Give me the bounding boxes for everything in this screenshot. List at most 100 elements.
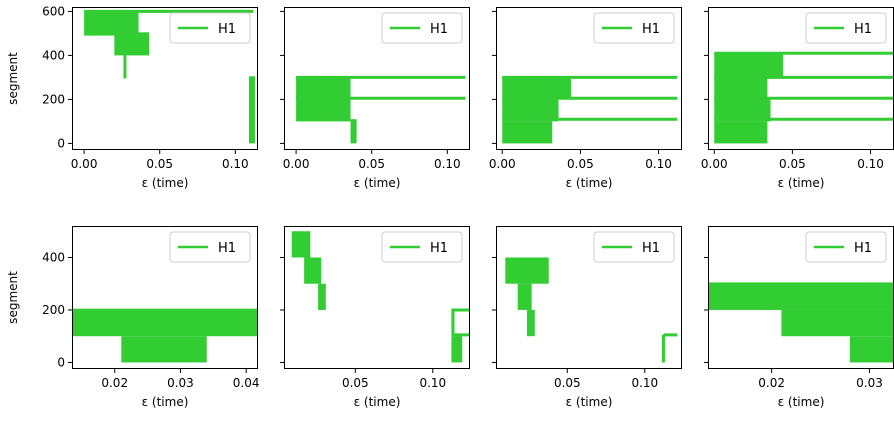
axes-frame	[496, 226, 682, 369]
y-tick-label: 600	[42, 4, 65, 18]
x-tick-label: 0.10	[419, 376, 446, 390]
legend: H1	[169, 231, 251, 263]
x-tick-label: 0.05	[358, 157, 385, 171]
panel-8: 0.02 0.03 ε (time) H1	[704, 226, 894, 409]
filled-region	[714, 121, 768, 144]
y-axis-label: segment	[6, 52, 20, 105]
legend-box	[381, 12, 463, 44]
axes-frame	[284, 226, 470, 369]
x-tick-label: 0.05	[779, 157, 806, 171]
x-tick-label: 0.00	[701, 157, 728, 171]
panel-6: 0.05 0.10 ε (time) H1	[280, 226, 470, 409]
y-tick-label: 400	[42, 250, 65, 264]
x-tick-label: 0.00	[71, 157, 98, 171]
legend: H1	[381, 12, 463, 44]
filled-region	[350, 119, 357, 144]
y-tick-label: 0	[57, 136, 65, 150]
legend-label: H1	[854, 22, 872, 37]
plot-area	[502, 75, 678, 144]
legend-box	[805, 12, 887, 44]
legend-box	[169, 12, 251, 44]
y-axis-label: segment	[6, 271, 20, 324]
legend-label: H1	[218, 22, 236, 37]
filled-region	[502, 99, 559, 122]
x-tick-label: 0.10	[857, 157, 884, 171]
filled-region	[84, 11, 139, 36]
x-axis-label: ε (time)	[142, 395, 189, 409]
x-axis-label: ε (time)	[778, 395, 825, 409]
panel-5: 0.02 0.03 0.04 0 200 400 ε (time) segment H1	[6, 226, 260, 409]
plot-area	[291, 231, 470, 363]
legend-box	[169, 231, 251, 263]
y-tick-label: 200	[42, 303, 65, 317]
panel-1: 0.00 0.05 0.10 0 200 400 600 ε (time) segment H1	[6, 4, 258, 190]
filled-region	[502, 76, 572, 100]
x-tick-label: 0.03	[856, 376, 883, 390]
x-tick-label: 0.00	[489, 157, 516, 171]
filled-region	[451, 336, 463, 363]
axes-frame	[72, 7, 258, 150]
legend-label: H1	[642, 241, 660, 256]
plot-area	[72, 308, 258, 363]
legend: H1	[805, 12, 887, 44]
legend-box	[381, 231, 463, 263]
plot-area	[296, 75, 466, 144]
panel-4: 0.00 0.05 0.10 ε (time) H1	[701, 7, 894, 190]
x-axis-label: ε (time)	[566, 395, 613, 409]
legend-label: H1	[218, 241, 236, 256]
x-axis-label: ε (time)	[354, 395, 401, 409]
axes-frame	[496, 7, 682, 150]
x-tick-label: 0.00	[283, 157, 310, 171]
legend-label: H1	[642, 22, 660, 37]
x-axis-label: ε (time)	[566, 176, 613, 190]
y-tick-label: 200	[42, 92, 65, 106]
x-tick-label: 0.10	[631, 376, 658, 390]
plot-area	[505, 257, 678, 363]
legend-label: H1	[854, 241, 872, 256]
x-tick-label: 0.05	[554, 376, 581, 390]
filled-region	[708, 282, 894, 310]
legend-label: H1	[430, 22, 448, 37]
x-tick-label: 0.10	[645, 157, 672, 171]
filled-region	[849, 336, 894, 363]
x-tick-label: 0.05	[567, 157, 594, 171]
filled-region	[502, 121, 553, 144]
x-axis-label: ε (time)	[778, 176, 825, 190]
filled-region	[714, 77, 768, 100]
filled-region	[781, 309, 894, 337]
filled-region	[291, 231, 311, 258]
filled-region	[714, 53, 784, 78]
filled-region	[248, 76, 255, 144]
legend: H1	[593, 12, 675, 44]
legend-box	[805, 231, 887, 263]
plot-area	[84, 9, 255, 144]
filled-region	[505, 257, 549, 284]
legend-label: H1	[430, 241, 448, 256]
filled-region	[114, 32, 150, 56]
legend: H1	[593, 231, 675, 263]
filled-region	[714, 99, 771, 122]
filled-region	[517, 283, 532, 310]
x-tick-label: 0.03	[167, 376, 194, 390]
legend: H1	[381, 231, 463, 263]
panel-2: 0.00 0.05 0.10 ε (time) H1	[280, 7, 470, 190]
filled-region	[527, 309, 535, 337]
axes-frame	[284, 7, 470, 150]
x-axis-label: ε (time)	[142, 176, 189, 190]
filled-region	[304, 257, 322, 284]
y-tick-label: 400	[42, 48, 65, 62]
x-tick-label: 0.10	[222, 157, 249, 171]
panel-3: 0.00 0.05 0.10 ε (time) H1	[489, 7, 682, 190]
x-tick-label: 0.02	[101, 376, 128, 390]
filled-region	[123, 55, 127, 79]
x-axis-label: ε (time)	[354, 176, 401, 190]
plot-area	[708, 282, 894, 363]
x-tick-label: 0.10	[434, 157, 461, 171]
filled-region	[661, 334, 665, 363]
x-tick-label: 0.02	[758, 376, 785, 390]
x-tick-label: 0.04	[233, 376, 260, 390]
filled-region	[72, 308, 258, 337]
legend-box	[593, 12, 675, 44]
y-tick-label: 0	[57, 355, 65, 369]
plot-area	[714, 51, 894, 144]
